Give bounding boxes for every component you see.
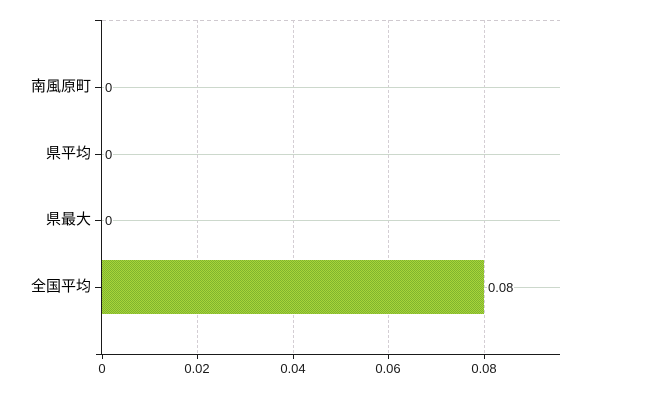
- plot-top-border: [102, 20, 560, 21]
- value-label: 0: [104, 212, 114, 229]
- y-tick: [95, 220, 102, 221]
- y-axis: [101, 20, 102, 355]
- vertical-gridline: [293, 20, 294, 354]
- vertical-gridline: [197, 20, 198, 354]
- x-tick: [293, 355, 294, 359]
- x-tick-label: 0: [98, 361, 106, 376]
- x-tick-label: 0.06: [375, 361, 401, 376]
- vertical-gridline: [388, 20, 389, 354]
- x-tick: [197, 355, 198, 359]
- category-label: 全国平均: [30, 278, 91, 295]
- x-tick-label: 0.02: [184, 361, 210, 376]
- x-axis: [96, 354, 560, 355]
- y-axis-top-cap: [95, 20, 102, 21]
- x-tick: [484, 355, 485, 359]
- value-label: 0.08: [487, 279, 515, 296]
- horizontal-gridline: [102, 87, 560, 88]
- y-tick: [95, 287, 102, 288]
- vertical-gridline: [484, 20, 485, 354]
- horizontal-gridline: [102, 220, 560, 221]
- x-tick-label: 0.08: [471, 361, 497, 376]
- x-tick: [102, 355, 103, 359]
- x-tick: [388, 355, 389, 359]
- x-tick-label: 0.04: [280, 361, 306, 376]
- category-label: 南風原町: [30, 78, 91, 95]
- bar: [102, 260, 484, 314]
- y-tick: [95, 87, 102, 88]
- y-tick: [95, 154, 102, 155]
- value-label: 0: [104, 79, 114, 96]
- category-label: 県最大: [45, 211, 91, 228]
- value-label: 0: [104, 146, 114, 163]
- category-label: 県平均: [45, 145, 91, 162]
- horizontal-gridline: [102, 154, 560, 155]
